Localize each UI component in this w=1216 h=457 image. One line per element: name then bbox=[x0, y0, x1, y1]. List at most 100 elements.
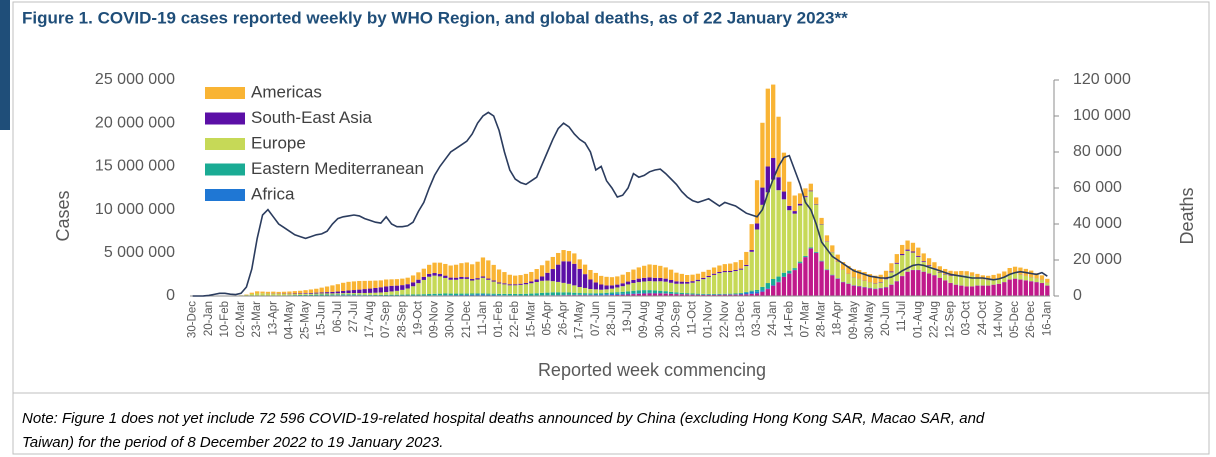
bar-segment bbox=[808, 191, 813, 248]
bar-segment bbox=[1007, 279, 1012, 296]
bar-segment bbox=[695, 294, 701, 296]
bar-segment bbox=[744, 294, 749, 296]
bar-segment bbox=[620, 286, 625, 292]
bar-segment bbox=[265, 291, 271, 294]
bar-segment bbox=[604, 292, 609, 295]
bar-segment bbox=[518, 283, 523, 285]
bar-segment bbox=[781, 276, 787, 296]
bar-segment bbox=[781, 152, 787, 192]
bar-segment bbox=[593, 282, 598, 290]
bar-segment bbox=[980, 279, 985, 286]
x-tick-label: 09-May bbox=[848, 301, 860, 340]
legend-label: Europe bbox=[251, 133, 306, 152]
bar-segment bbox=[706, 294, 711, 296]
bar-segment bbox=[625, 294, 631, 296]
bar-segment bbox=[733, 269, 738, 272]
bar-segment bbox=[518, 275, 523, 284]
bar-segment bbox=[706, 269, 711, 276]
bar-segment bbox=[615, 292, 620, 294]
bar-segment bbox=[341, 282, 346, 291]
bar-segment bbox=[695, 279, 701, 282]
bar-segment bbox=[443, 277, 448, 294]
bar-segment bbox=[486, 278, 491, 280]
bar-segment bbox=[701, 293, 706, 295]
bar-segment bbox=[416, 294, 421, 296]
bar-segment bbox=[448, 279, 453, 294]
bar-segment bbox=[298, 293, 303, 296]
bar-segment bbox=[674, 281, 679, 284]
bar-segment bbox=[523, 284, 529, 294]
bar-segment bbox=[314, 293, 319, 295]
bar-segment bbox=[754, 180, 760, 224]
bar-segment bbox=[652, 281, 658, 291]
bar-segment bbox=[685, 294, 690, 296]
bar-segment bbox=[679, 273, 684, 282]
bar-segment bbox=[599, 293, 604, 295]
bar-segment bbox=[824, 269, 830, 270]
bar-segment bbox=[803, 257, 808, 296]
bar-segment bbox=[625, 284, 631, 292]
bar-segment bbox=[459, 263, 464, 277]
x-tick-label: 02-Mar bbox=[235, 301, 247, 338]
bar-segment bbox=[523, 282, 529, 285]
bar-segment bbox=[550, 281, 555, 293]
bar-segment bbox=[572, 292, 577, 295]
x-tick-label: 30-Nov bbox=[445, 301, 457, 338]
bar-segment bbox=[357, 293, 362, 295]
y-tick-label: 20 000 000 bbox=[95, 114, 175, 131]
bar-segment bbox=[835, 261, 840, 279]
bar-segment bbox=[926, 265, 932, 274]
bar-segment bbox=[292, 294, 297, 296]
bar-segment bbox=[496, 293, 502, 296]
bar-segment bbox=[894, 254, 899, 263]
bar-segment bbox=[1034, 278, 1039, 283]
bar-segment bbox=[1007, 268, 1012, 275]
bar-segment bbox=[308, 293, 314, 295]
bar-segment bbox=[582, 293, 588, 295]
bar-segment bbox=[846, 273, 851, 284]
bar-segment bbox=[539, 265, 545, 277]
bar-segment bbox=[292, 291, 297, 294]
bar-segment bbox=[792, 268, 797, 270]
bar-segment bbox=[335, 293, 340, 295]
x-tick-label: 27-Jul bbox=[348, 301, 360, 332]
bar-segment bbox=[539, 280, 545, 293]
bar-segment bbox=[615, 294, 620, 296]
bar-segment bbox=[303, 294, 308, 296]
bar-segment bbox=[502, 293, 507, 296]
bar-segment bbox=[625, 281, 631, 285]
bar-segment bbox=[308, 289, 314, 293]
bar-segment bbox=[319, 293, 324, 295]
bar-segment bbox=[851, 277, 856, 286]
bar-segment bbox=[556, 264, 561, 282]
bar-segment bbox=[448, 277, 453, 280]
bar-segment bbox=[276, 291, 281, 294]
bar-segment bbox=[738, 268, 744, 270]
bar-segment bbox=[362, 289, 367, 293]
bar-segment bbox=[873, 283, 878, 289]
bar-segment bbox=[1012, 278, 1018, 296]
bar-segment bbox=[776, 282, 781, 296]
bar-segment bbox=[754, 291, 760, 294]
bar-segment bbox=[410, 275, 416, 283]
bar-segment bbox=[389, 294, 394, 296]
bar-segment bbox=[728, 294, 733, 296]
bar-segment bbox=[314, 294, 319, 296]
bar-segment bbox=[588, 269, 593, 280]
bar-segment bbox=[599, 275, 604, 285]
bar-segment bbox=[303, 293, 308, 295]
bar-segment bbox=[905, 240, 910, 250]
bar-segment bbox=[346, 294, 351, 296]
bar-segment bbox=[1034, 273, 1039, 279]
bar-segment bbox=[948, 275, 953, 283]
bar-segment bbox=[534, 279, 539, 283]
bar-segment bbox=[674, 294, 679, 296]
bar-segment bbox=[400, 285, 405, 290]
bar-segment bbox=[432, 275, 437, 294]
bar-segment bbox=[556, 292, 561, 296]
bar-segment bbox=[582, 264, 588, 275]
bar-segment bbox=[754, 289, 760, 292]
bar-segment bbox=[341, 293, 346, 295]
x-tick-label: 20-Jan bbox=[203, 301, 215, 336]
